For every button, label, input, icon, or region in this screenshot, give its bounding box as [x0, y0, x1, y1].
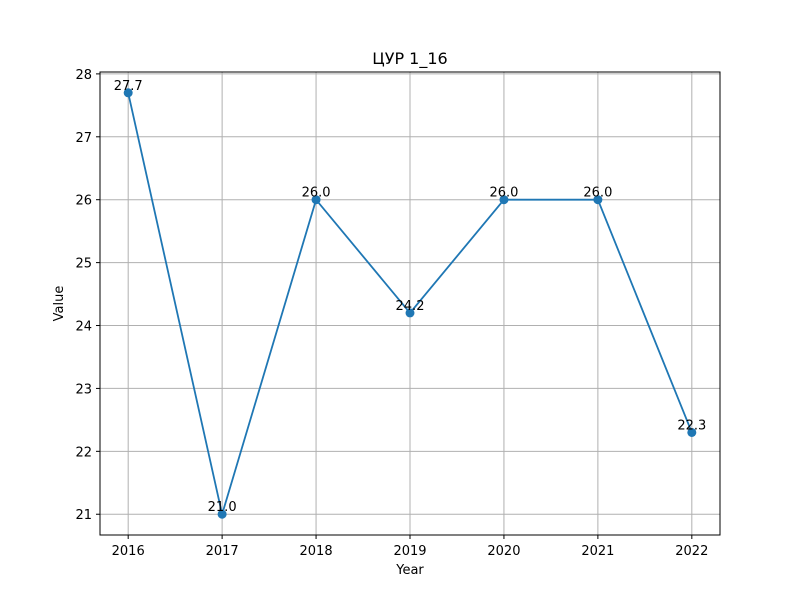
x-tick-label: 2021 [581, 544, 614, 559]
y-tick-label: 23 [75, 382, 92, 397]
x-axis-label: Year [395, 563, 424, 578]
data-label: 22.3 [677, 418, 706, 433]
x-tick-label: 2019 [393, 544, 426, 559]
axis-ticks: 2016 2017 2018 2019 2020 2021 2022 21 22 23 24 25 26… [75, 68, 708, 559]
data-point [405, 308, 415, 318]
data-point [311, 195, 321, 205]
data-point [123, 88, 133, 98]
data-label: 21.0 [208, 500, 237, 515]
data-point [593, 195, 603, 205]
x-tick-label: 2018 [300, 544, 333, 559]
data-label: 26.0 [583, 186, 612, 201]
data-labels: 27.7 21.0 26.0 24.2 26.0 26.0 22.3 [114, 79, 707, 515]
grid [100, 72, 720, 535]
data-label: 26.0 [302, 186, 331, 201]
y-tick-label: 22 [75, 445, 92, 460]
data-label: 27.7 [114, 79, 143, 94]
axes-frame [99, 71, 721, 536]
y-tick-label: 28 [75, 68, 92, 83]
y-tick-label: 25 [75, 257, 92, 272]
y-axis-label: Value [52, 286, 67, 322]
x-tick-label: 2017 [206, 544, 239, 559]
data-label: 26.0 [489, 186, 518, 201]
x-tick-label: 2020 [487, 544, 520, 559]
y-tick-label: 24 [75, 320, 92, 335]
chart-title: ЦУР 1_16 [372, 49, 447, 69]
data-point [499, 195, 509, 205]
y-tick-label: 26 [75, 194, 92, 209]
y-tick-label: 21 [75, 508, 92, 523]
data-point [217, 509, 227, 519]
data-point [687, 427, 697, 437]
series-layer [123, 88, 697, 519]
x-tick-label: 2016 [112, 544, 145, 559]
y-tick-label: 27 [75, 131, 92, 146]
data-label: 24.2 [396, 299, 425, 314]
x-tick-label: 2022 [675, 544, 708, 559]
